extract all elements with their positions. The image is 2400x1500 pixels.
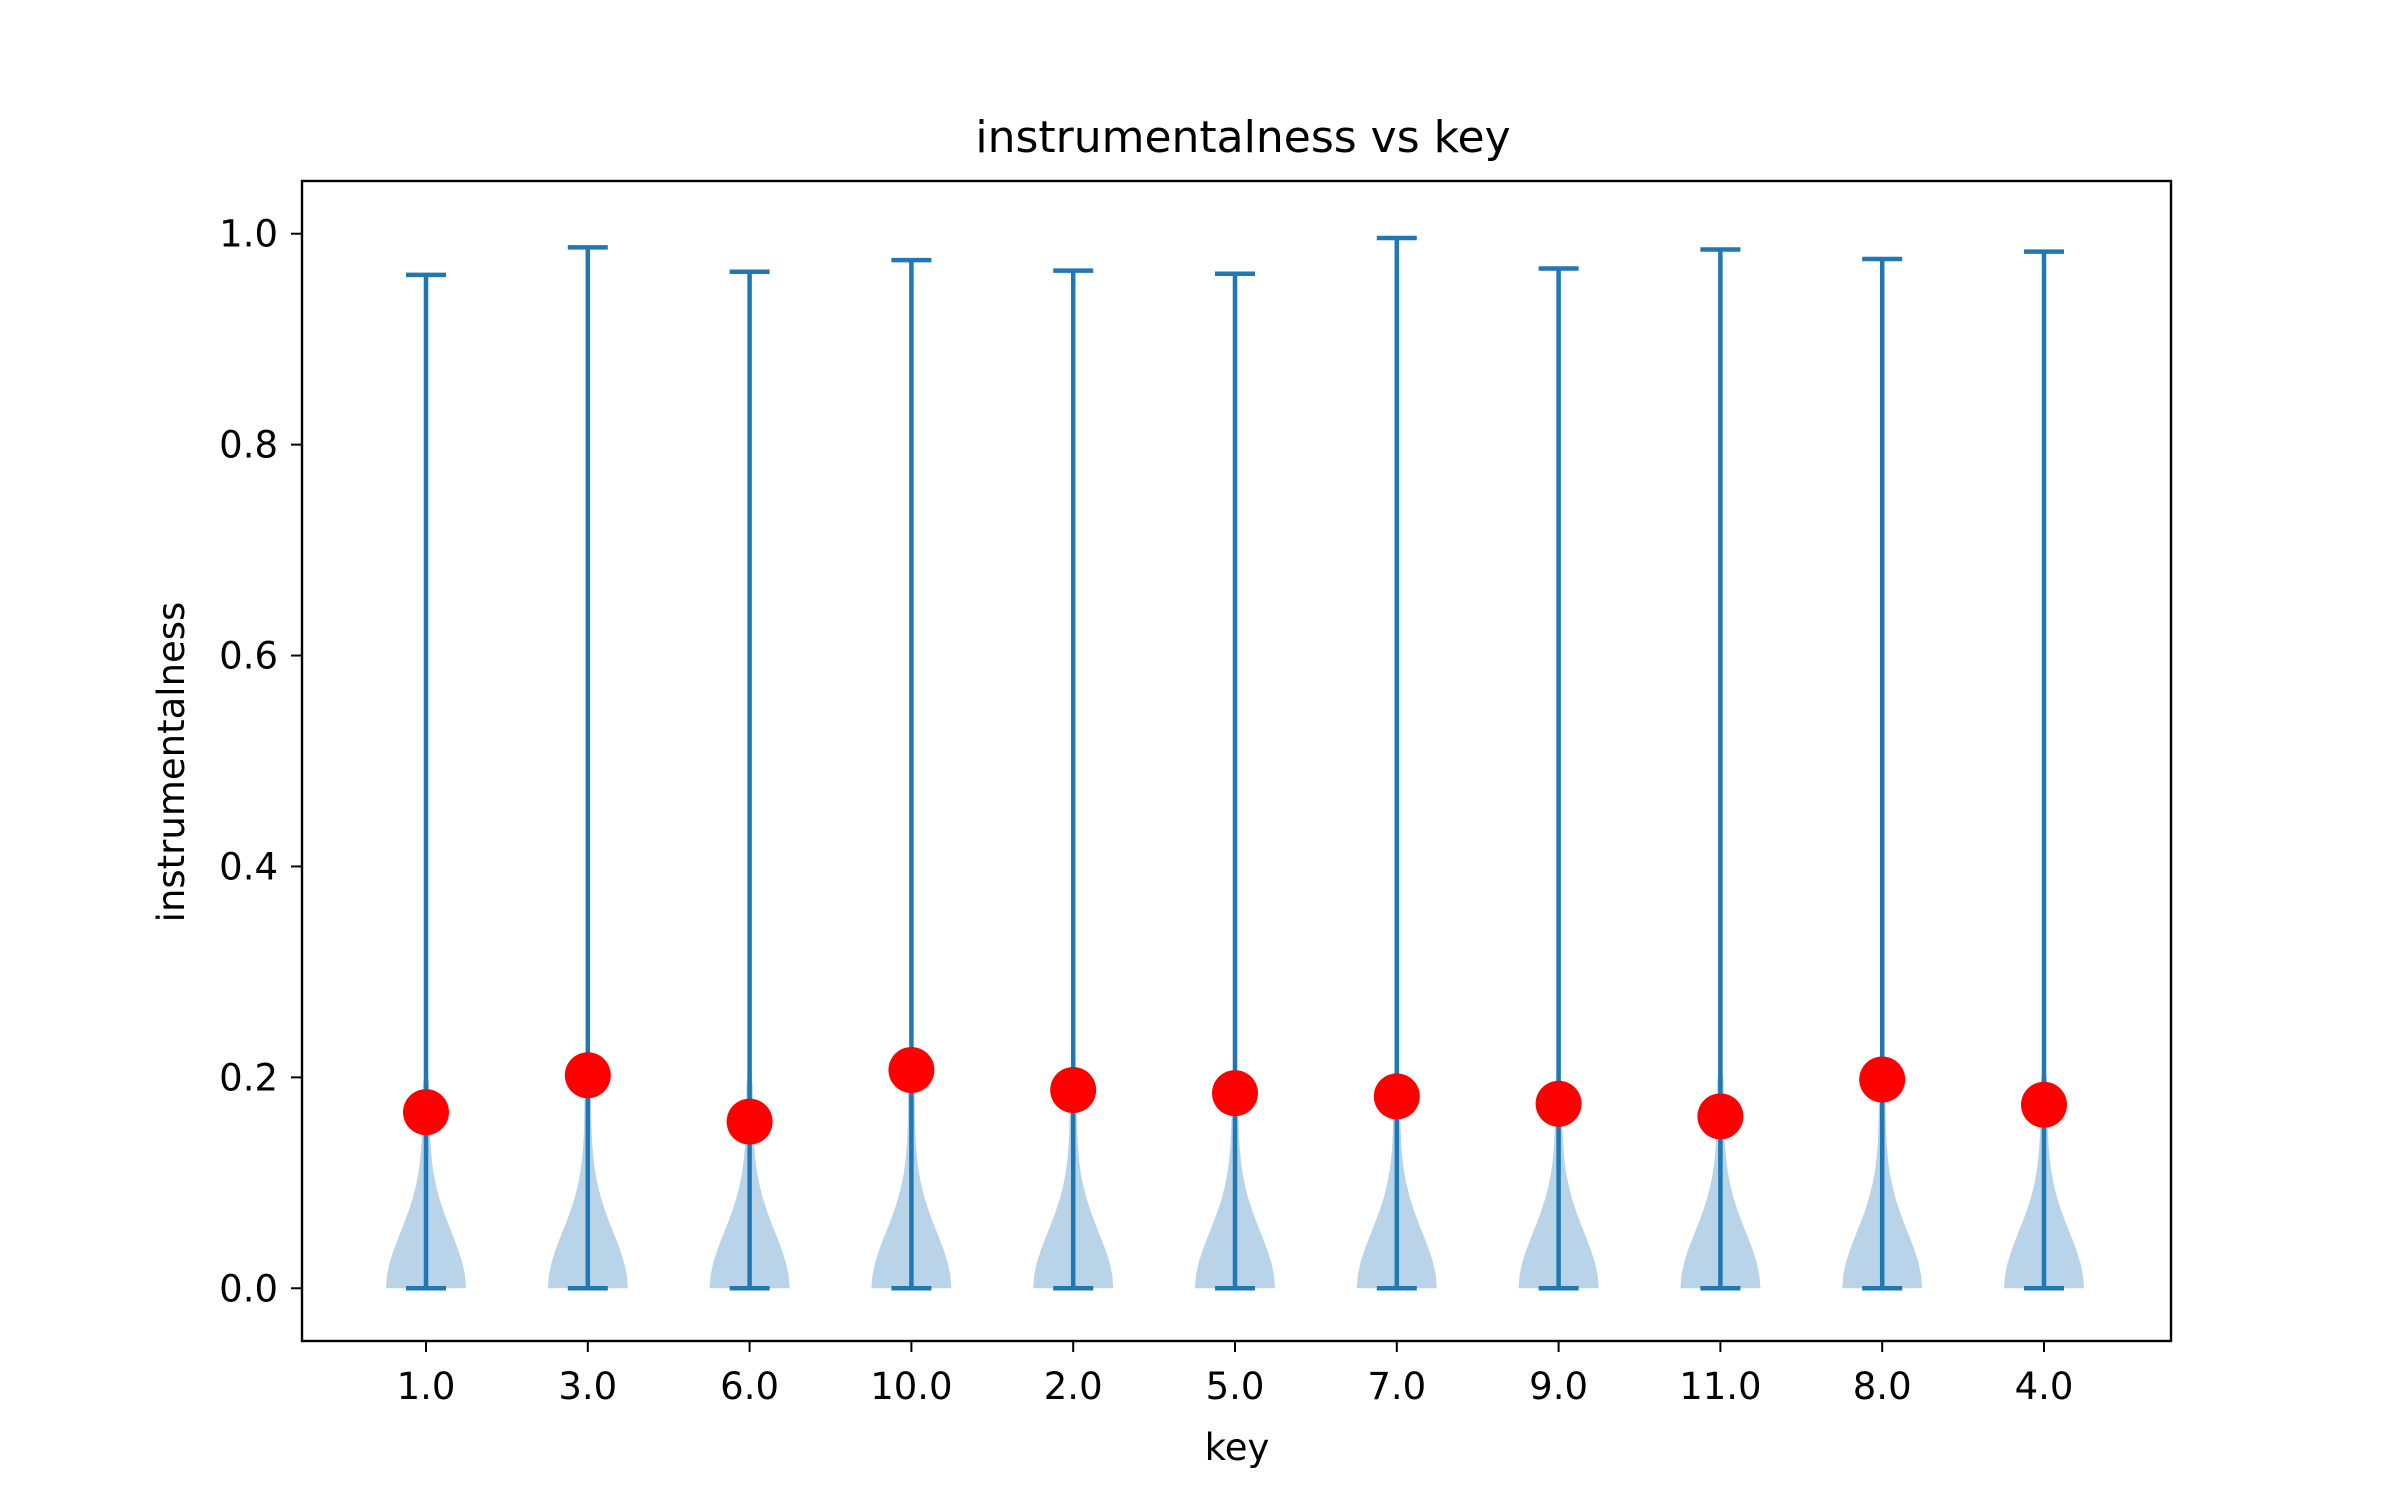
x-tick-label: 10.0 [870, 1365, 952, 1408]
y-tick-label: 0.2 [219, 1056, 278, 1099]
x-tick-label: 7.0 [1367, 1365, 1426, 1408]
y-tick-label: 0.4 [219, 845, 278, 888]
mean-marker [1373, 1073, 1420, 1120]
x-axis-label: key [1205, 1426, 1270, 1469]
x-tick-label: 11.0 [1679, 1365, 1761, 1408]
plot-frame [300, 179, 2173, 1343]
mean-marker [1212, 1070, 1258, 1117]
x-tick-label: 2.0 [1044, 1365, 1103, 1408]
x-tick-label: 1.0 [397, 1365, 456, 1408]
mean-marker [1697, 1093, 1744, 1140]
mean-marker [1050, 1067, 1097, 1114]
x-tick-label: 8.0 [1853, 1365, 1912, 1408]
mean-marker [403, 1089, 449, 1136]
y-tick-label: 0.6 [219, 635, 278, 678]
y-axis: 0.0 0.2 0.4 0.6 0.8 1.0 [219, 213, 302, 1310]
x-tick-label: 9.0 [1529, 1365, 1588, 1408]
mean-marker [564, 1052, 611, 1099]
y-axis-label: instrumentalness [150, 602, 193, 923]
mean-marker [2021, 1081, 2067, 1128]
mean-marker [888, 1046, 935, 1093]
x-tick-label: 5.0 [1206, 1365, 1265, 1408]
x-axis: 1.0 3.0 6.0 10.0 2.0 5.0 7.0 9.0 11.0 8.0 4.0 [397, 1341, 2074, 1408]
mean-marker [1859, 1056, 1906, 1103]
y-tick-label: 0.0 [219, 1267, 278, 1310]
chart-title: instrumentalness vs key [975, 112, 1510, 163]
mean-marker-group [403, 1046, 2067, 1145]
mean-marker [1535, 1080, 1582, 1127]
x-tick-label: 4.0 [2015, 1365, 2074, 1408]
x-tick-label: 3.0 [558, 1365, 617, 1408]
y-tick-label: 1.0 [219, 213, 278, 256]
y-tick-label: 0.8 [219, 424, 278, 467]
mean-marker [726, 1098, 773, 1145]
x-tick-label: 6.0 [720, 1365, 779, 1408]
